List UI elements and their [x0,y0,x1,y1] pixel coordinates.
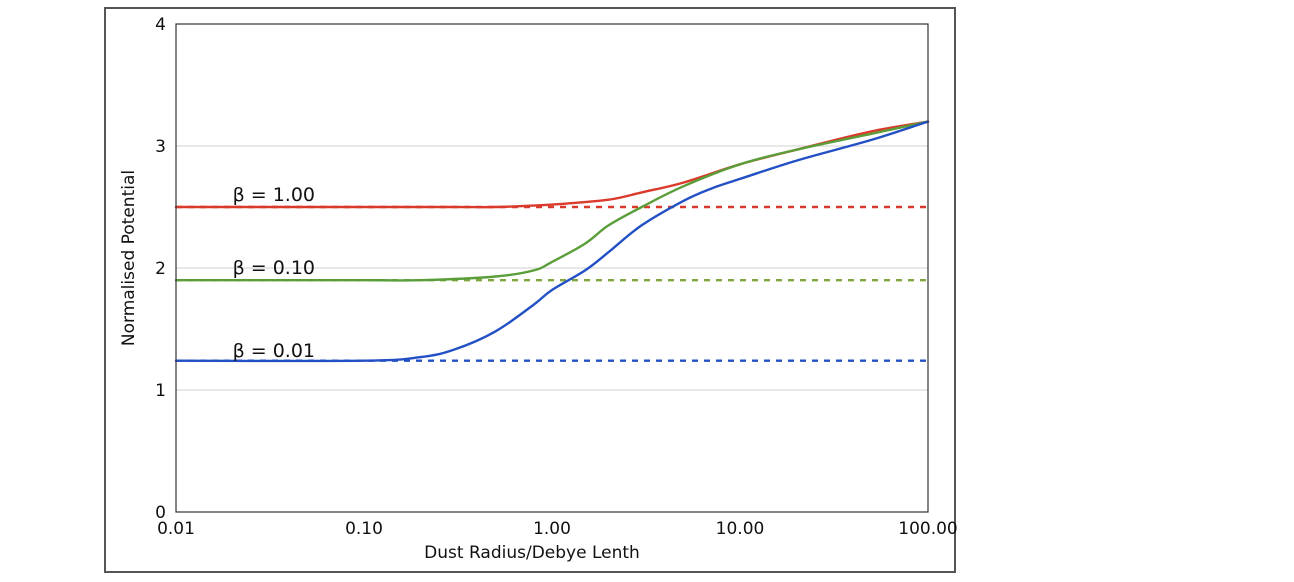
gridlines [176,145,928,391]
x-tick-label: 1.00 [533,519,571,539]
labels: Dust Radius/Debye Lenth Normalised Potent… [119,170,640,563]
y-tick-label: 1 [155,381,166,401]
y-tick-label: 2 [155,259,166,279]
solid-series-line-2 [174,120,930,363]
solid-series-line-1 [174,120,930,282]
x-tick-label: 100.00 [898,519,957,539]
plot-area-border [175,23,929,513]
beta-annotation: β = 1.00 [233,184,315,206]
y-tick-label: 0 [155,503,166,523]
y-axis-title: Normalised Potential [119,170,139,346]
beta-annotation: β = 0.01 [233,340,315,362]
line-chart: 0 1 2 3 4 0.01 0.10 1.00 10.00 100.00 Dust Radius… [119,15,958,563]
x-tick-label: 10.00 [716,519,765,539]
series-layer [174,120,930,363]
x-tick-label: 0.10 [345,519,383,539]
x-axis-title: Dust Radius/Debye Lenth [424,543,640,563]
y-tick-label: 3 [155,137,166,157]
axes: 0 1 2 3 4 0.01 0.10 1.00 10.00 100.00 [155,15,958,539]
chart-frame: 0 1 2 3 4 0.01 0.10 1.00 10.00 100.00 Dust Radius… [104,7,958,573]
y-tick-label: 4 [155,15,166,35]
x-tick-label: 0.01 [157,519,195,539]
beta-annotation: β = 0.10 [233,257,315,279]
